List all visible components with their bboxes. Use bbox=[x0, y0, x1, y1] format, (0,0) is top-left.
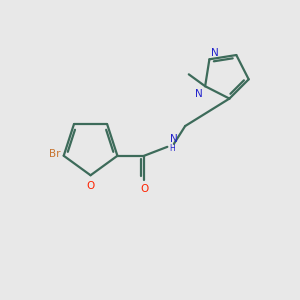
Text: Br: Br bbox=[49, 149, 61, 159]
Text: N: N bbox=[195, 88, 203, 99]
Text: H: H bbox=[170, 145, 176, 154]
Text: O: O bbox=[86, 181, 95, 190]
Text: N: N bbox=[170, 134, 178, 145]
Text: N: N bbox=[211, 48, 219, 58]
Text: O: O bbox=[140, 184, 148, 194]
